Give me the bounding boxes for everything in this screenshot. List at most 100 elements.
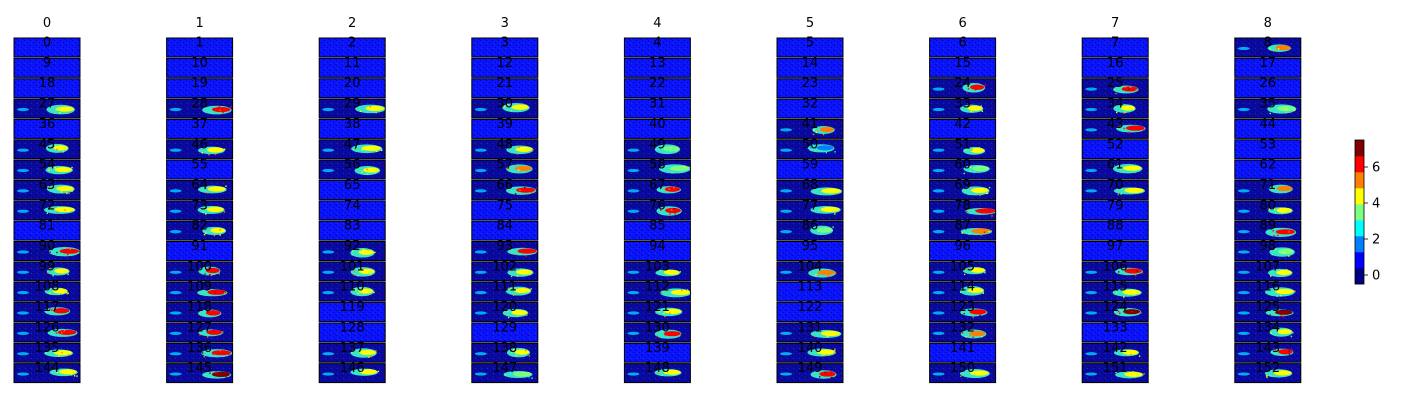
panel-noise (1082, 139, 1149, 159)
panel-speck (507, 316, 510, 319)
heatmap-panel: 79 (1081, 198, 1149, 221)
heatmap-panel: 22 (623, 76, 691, 99)
panel-noise (1234, 200, 1301, 220)
panel-frame (1081, 363, 1149, 384)
panel-streak (932, 168, 945, 173)
panel-noise (777, 58, 843, 78)
panel-index-label: 79 (1107, 198, 1124, 213)
heatmap-panel: 123 (929, 300, 997, 323)
panel-noise (1234, 119, 1301, 139)
panel-speck (223, 292, 225, 294)
heatmap-panel: 15 (929, 56, 997, 78)
panel-frame (1081, 241, 1149, 261)
panel-frame (776, 37, 844, 58)
panel-index-label: 73 (191, 198, 208, 213)
panel-speck (527, 168, 529, 170)
heatmap-panel: 143 (1234, 341, 1302, 363)
panel-speck (807, 149, 810, 151)
panel-index-label: 146 (340, 361, 365, 376)
panel-speck (966, 91, 968, 93)
panel-frame (471, 179, 539, 200)
panel-speck (814, 335, 816, 338)
panel-speck (831, 376, 833, 379)
panel-speck (1278, 187, 1280, 189)
heatmap-panel: 137 (318, 341, 386, 363)
panel-speck (224, 148, 226, 150)
panel-speck (525, 314, 528, 316)
panel-frame (318, 118, 386, 139)
panel-frame (13, 179, 81, 200)
panel-streak (932, 230, 945, 234)
panel-frame (13, 281, 81, 302)
panel-speck (1270, 332, 1272, 334)
panel-speck (1132, 164, 1134, 167)
panel-noise (777, 282, 843, 302)
panel-streak (322, 270, 335, 274)
panel-frame (929, 363, 997, 384)
panel-noise (14, 322, 80, 342)
heatmap-panel: 105 (929, 259, 997, 282)
panel-frame (471, 78, 539, 99)
panel-speck (48, 169, 50, 171)
panel-streak (932, 291, 945, 295)
panel-frame (929, 302, 997, 323)
panel-streak (932, 148, 945, 152)
panel-frame (776, 322, 844, 343)
panel-speck (970, 110, 972, 113)
panel-speck (656, 149, 658, 151)
heatmap-panel: 102 (471, 259, 539, 282)
panel-speck (972, 316, 974, 318)
panel-speck (215, 371, 218, 374)
panel-speck (222, 112, 224, 114)
panel-speck (1278, 48, 1280, 50)
panel-speck (208, 154, 210, 156)
heatmap-panel: 93 (471, 239, 539, 261)
panel-noise (777, 200, 843, 220)
panel-frame (318, 302, 386, 323)
panel-frame (166, 322, 234, 343)
panel-noise (624, 99, 691, 119)
panel-streak (169, 270, 182, 274)
panel-frame (1081, 281, 1149, 302)
panel-speck (509, 288, 511, 290)
panel-index-label: 135 (35, 341, 60, 356)
panel-speck (812, 144, 814, 146)
panel-index-label: 58 (649, 158, 666, 173)
panel-streak (474, 168, 487, 173)
heatmap-panel: 118 (166, 300, 234, 323)
panel-index-label: 59 (802, 158, 819, 173)
panel-speck (201, 152, 203, 154)
panel-speck (63, 330, 65, 332)
heatmap-panel: 28 (166, 97, 234, 119)
panel-speck (972, 336, 974, 338)
panel-frame (1234, 342, 1302, 363)
heatmap-panel: 144 (13, 361, 81, 384)
panel-noise (624, 119, 691, 139)
panel-index-label: 43 (1107, 117, 1124, 132)
panel-frame (623, 200, 691, 221)
panel-index-label: 48 (497, 137, 514, 152)
panel-streak (1237, 270, 1250, 274)
panel-noise (777, 78, 843, 98)
panel-index-label: 6 (958, 36, 966, 51)
panel-speck (834, 151, 836, 153)
heatmap-panel: 54 (13, 158, 81, 180)
panel-speck (815, 131, 818, 133)
panel-speck (1132, 293, 1134, 296)
heatmap-panel: 145 (166, 361, 234, 384)
panel-peak (54, 268, 69, 274)
panel-frame (471, 281, 539, 302)
panel-speck (660, 186, 662, 188)
panel-index-label: 110 (340, 280, 365, 295)
panel-speck (834, 213, 836, 215)
panel-frame (166, 241, 234, 261)
panel-noise (319, 78, 386, 98)
panel-index-label: 128 (340, 320, 365, 335)
panel-speck (535, 187, 538, 189)
panel-speck (200, 329, 203, 331)
colorbar-tick-label: 0 (1372, 269, 1380, 284)
panel-streak (322, 168, 335, 173)
panel-peak (1275, 45, 1291, 51)
heatmap-panel: 16 (1081, 56, 1149, 78)
panel-noise (929, 38, 996, 57)
